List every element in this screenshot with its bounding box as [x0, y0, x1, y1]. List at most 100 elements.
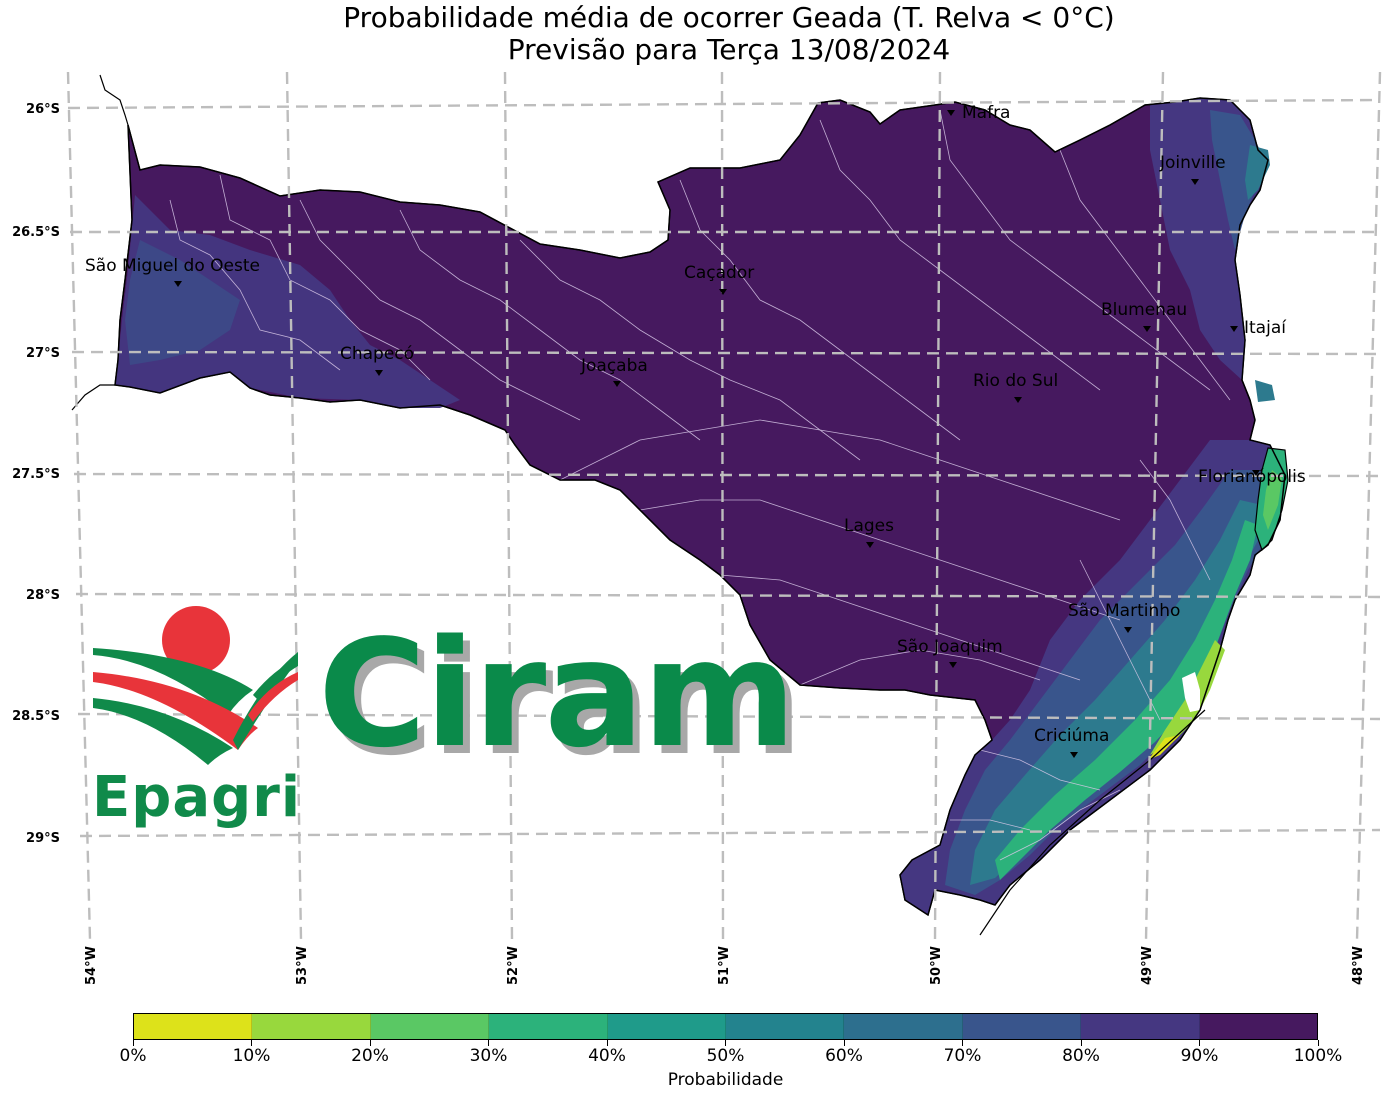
south-coast-line	[979, 709, 1206, 936]
svg-text:Criciúma: Criciúma	[1034, 726, 1109, 746]
city-itajai: Itajaí	[1230, 318, 1287, 338]
city-criciuma: Criciúma	[1034, 726, 1109, 758]
colorbar-tick	[251, 1040, 252, 1046]
lat-label-27: 27°S	[26, 346, 60, 361]
lon-label-50: 50°W	[929, 946, 944, 985]
colorbar-tick-label: 60%	[825, 1046, 863, 1066]
colorbar-tick-label: 70%	[943, 1046, 982, 1066]
logo-field-stripe-2	[93, 672, 258, 750]
colorbar-segment	[844, 1014, 963, 1039]
city-sao-miguel-do-oeste: São Miguel do Oeste	[85, 256, 260, 287]
svg-text:Rio do Sul: Rio do Sul	[973, 371, 1058, 391]
lon-label-54: 54°W	[84, 946, 99, 985]
logo-sun-icon	[162, 606, 230, 674]
colorbar-segment	[252, 1014, 371, 1039]
city-joinville: Joinville	[1159, 153, 1226, 185]
graticule	[66, 71, 1382, 941]
svg-text:Joinville: Joinville	[1159, 153, 1226, 173]
svg-text:Caçador: Caçador	[684, 263, 754, 283]
cities: Mafra Joinville São Miguel do Oeste Caça…	[85, 103, 1306, 758]
logo-epagri-text: Epagri	[92, 765, 302, 830]
lagoon	[1182, 672, 1200, 712]
lat-label-27-5: 27.5°S	[12, 467, 60, 482]
colorbar-tick	[132, 1040, 134, 1046]
colorbar-tick	[1080, 1040, 1082, 1046]
lat-label-26-5: 26.5°S	[12, 225, 60, 240]
title-line-1: Probabilidade média de ocorrer Geada (T.…	[343, 1, 1115, 34]
lon-label-49: 49°W	[1140, 946, 1155, 985]
city-rio-do-sul: Rio do Sul	[973, 371, 1058, 403]
city-joacaba: Joaçaba	[580, 356, 648, 387]
colorbar-tick-label: 30%	[469, 1046, 508, 1066]
city-lages: Lages	[844, 516, 894, 548]
lat-labels: 26°S 26.5°S 27°S 27.5°S 28°S 28.5°S 29°S	[12, 102, 60, 846]
city-sao-martinho: São Martinho	[1068, 601, 1180, 633]
city-florianopolis: Florianópolis	[1198, 467, 1306, 487]
colorbar-tick	[1317, 1040, 1319, 1046]
colorbar-tick	[606, 1040, 608, 1046]
lon-label-51: 51°W	[717, 946, 732, 985]
colorbar-segment	[1199, 1014, 1318, 1039]
colorbar-tick	[488, 1040, 489, 1046]
lat-label-26: 26°S	[26, 102, 60, 117]
logo-ciram-text: Ciram	[318, 608, 796, 780]
colorbar-tick	[962, 1040, 963, 1046]
colorbar	[133, 1013, 1318, 1040]
lon-label-53: 53°W	[295, 946, 310, 985]
colorbar-tick-label: 20%	[351, 1046, 389, 1066]
east-north-coast-50-60	[1245, 145, 1270, 200]
state-outline	[114, 97, 1286, 917]
city-chapeco: Chapecó	[340, 344, 414, 376]
west-border-line	[71, 384, 115, 411]
svg-text:Mafra: Mafra	[962, 103, 1010, 123]
colorbar-tick-label: 10%	[232, 1046, 271, 1066]
west-region-70-80	[125, 240, 240, 365]
north-border-line	[99, 74, 129, 126]
colorbar-tick-label: 40%	[588, 1046, 626, 1066]
colorbar-tick-label: 80%	[1062, 1046, 1100, 1066]
title-line-2: Previsão para Terça 13/08/2024	[507, 33, 951, 66]
city-blumenau: Blumenau	[1101, 300, 1187, 332]
lat-label-28-5: 28.5°S	[12, 709, 60, 724]
lon-label-52: 52°W	[506, 946, 521, 985]
svg-text:Chapecó: Chapecó	[340, 344, 414, 364]
colorbar-segment	[962, 1014, 1082, 1039]
svg-text:Lages: Lages	[844, 516, 894, 536]
colorbar-segment	[134, 1014, 253, 1039]
svg-text:São Martinho: São Martinho	[1068, 601, 1180, 621]
lon-labels: 54°W 53°W 52°W 51°W 50°W 49°W 48°W	[84, 946, 1366, 985]
colorbar-tick	[843, 1040, 845, 1046]
colorbar-segment	[607, 1014, 727, 1039]
svg-text:Blumenau: Blumenau	[1101, 300, 1187, 320]
logo-field-stripe-1	[93, 648, 253, 715]
east-north-coast-70-80	[1210, 110, 1265, 250]
colorbar-segment	[726, 1014, 845, 1039]
colorbar-segment	[489, 1014, 608, 1039]
west-region-80-90	[115, 195, 460, 408]
lat-label-28: 28°S	[26, 588, 60, 603]
frost-probability-map: 26°S 26.5°S 27°S 27.5°S 28°S 28.5°S 29°S…	[12, 71, 1382, 985]
svg-text:Joaçaba: Joaçaba	[580, 356, 648, 376]
south-coast-30-40	[995, 520, 1258, 880]
city-mafra: Mafra	[947, 103, 1010, 123]
colorbar-tick-label: 50%	[706, 1046, 745, 1066]
colorbar-tick-label: 0%	[119, 1046, 147, 1066]
lon-label-48: 48°W	[1351, 946, 1366, 985]
colorbar-tick-label: 100%	[1293, 1046, 1343, 1066]
colorbar-tick	[1199, 1040, 1200, 1046]
svg-text:Florianópolis: Florianópolis	[1198, 467, 1306, 487]
map-title: Probabilidade média de ocorrer Geada (T.…	[0, 2, 1392, 66]
city-cacador: Caçador	[684, 263, 754, 295]
colorbar-title: Probabilidade	[667, 1070, 784, 1090]
itajai-coast-50-60	[1255, 380, 1275, 402]
colorbar-tick-label: 90%	[1180, 1046, 1219, 1066]
logo-field-stripe-6	[253, 658, 298, 700]
logo-field-stripe-3	[93, 698, 233, 765]
colorbar-segment	[370, 1014, 490, 1039]
svg-text:São Joaquim: São Joaquim	[897, 637, 1003, 657]
lat-label-29: 29°S	[26, 831, 60, 846]
svg-text:São Miguel do Oeste: São Miguel do Oeste	[85, 256, 260, 276]
florianopolis-island-inner	[1263, 470, 1282, 530]
colorbar-segment	[1081, 1014, 1200, 1039]
epagri-ciram-logo	[93, 606, 298, 765]
